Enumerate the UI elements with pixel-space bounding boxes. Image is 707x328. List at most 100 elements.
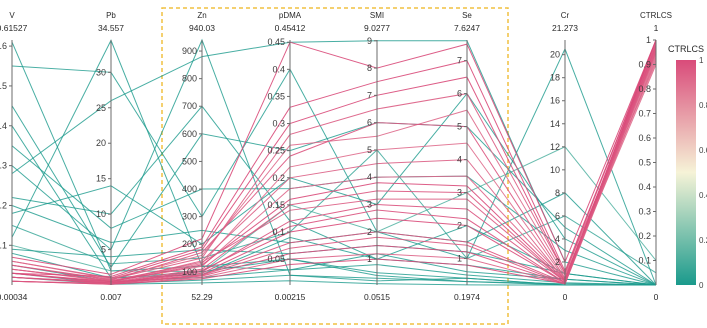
data-line [11, 39, 657, 279]
tick-label: 600 [182, 129, 197, 139]
tick-label: 0.1 [638, 256, 651, 266]
tick-label: 4 [555, 234, 560, 244]
axis-title: Se [462, 11, 472, 20]
tick-label: 0.3 [272, 119, 285, 129]
tick-label: 0.5 [638, 158, 651, 168]
tick-label: 0.35 [267, 91, 285, 101]
data-line [11, 39, 657, 278]
colorbar-title: CTRLCS [668, 44, 704, 54]
tick-label: 700 [182, 101, 197, 111]
tick-label: 0.7 [638, 109, 651, 119]
tick-label: 0.6 [0, 41, 7, 51]
tick-label: 9 [367, 36, 372, 46]
tick-label: 20 [550, 50, 560, 60]
axis-title: Pb [106, 11, 116, 20]
axis-min-label: 0 [654, 292, 659, 302]
tick-label: 6 [367, 118, 372, 128]
tick-label: 5 [101, 245, 106, 255]
tick-label: 0.1 [272, 227, 285, 237]
tick-label: 0.2 [638, 231, 651, 241]
data-line [11, 39, 657, 283]
tick-label: 0.4 [0, 121, 7, 131]
data-line [11, 39, 657, 275]
data-line [11, 105, 657, 286]
axis-max-label: 9.0277 [364, 23, 390, 33]
tick-label: 2 [555, 257, 560, 267]
axis-max-label: 0.45412 [275, 23, 306, 33]
tick-label: 7 [457, 56, 462, 66]
axis-max-label: 34.557 [98, 23, 124, 33]
tick-label: 0.1 [0, 240, 7, 250]
data-line [11, 39, 657, 285]
axis-title: Zn [197, 11, 206, 20]
tick-label: 12 [550, 142, 560, 152]
axis-pdma: pDMA 0.45412 0.00215 0.05 0.1 0.15 0.2 0.25 0.3 0… [267, 11, 305, 302]
data-line [11, 49, 657, 285]
data-lines [11, 38, 657, 286]
tick-label: 0.45 [267, 37, 285, 47]
tick-label: 500 [182, 156, 197, 166]
tick-label: 5 [367, 145, 372, 155]
tick-label: 0.4 [638, 182, 651, 192]
tick-label: 2 [367, 227, 372, 237]
axis-title: V [9, 11, 15, 20]
axis-min-label: 0.1974 [454, 292, 480, 302]
tick-label: 0.2 [0, 200, 7, 210]
colorbar [676, 60, 696, 285]
tick-label: 0.9 [638, 60, 651, 70]
axis-min-label: 0 [563, 292, 568, 302]
axis-max-label: 940.03 [189, 23, 215, 33]
tick-label: 4 [457, 155, 462, 165]
tick-label: 30 [96, 67, 106, 77]
tick-label: 18 [550, 73, 560, 83]
axis-smi: SMI 9.0277 0.0515 1 2 3 4 5 6 7 8 9 [364, 11, 390, 302]
axis-pb: Pb 34.557 0.007 5 10 15 20 25 30 [96, 11, 124, 302]
axis-title: SMI [370, 11, 384, 20]
tick-label: 6 [457, 89, 462, 99]
tick-label: 0.15 [267, 200, 285, 210]
tick-label: 8 [555, 188, 560, 198]
axis-min-label: 0.0515 [364, 292, 390, 302]
axis-max-label: 7.6247 [454, 23, 480, 33]
tick-label: 200 [182, 239, 197, 249]
axis-title: pDMA [279, 11, 302, 20]
tick-label: 0.3 [0, 161, 7, 171]
tick-label: 0.2 [272, 173, 285, 183]
axis-cr: Cr 21.273 0 2 4 6 8 10 12 14 16 18 20 [550, 11, 578, 302]
tick-label: 4 [367, 172, 372, 182]
tick-label: 0.5 [0, 81, 7, 91]
tick-label: 400 [182, 184, 197, 194]
tick-label: 14 [550, 119, 560, 129]
tick-label: 5 [457, 122, 462, 132]
axis-max-label: 21.273 [552, 23, 578, 33]
colorbar-tick-label: 0.2 [699, 236, 707, 245]
tick-label: 3 [367, 200, 372, 210]
tick-label: 8 [367, 63, 372, 73]
colorbar-tick-label: 1 [699, 56, 704, 65]
tick-label: 800 [182, 74, 197, 84]
tick-label: 3 [457, 188, 462, 198]
data-line [11, 52, 657, 283]
axis-se: Se 7.6247 0.1974 1 2 3 4 5 6 7 [454, 11, 480, 302]
tick-label: 25 [96, 103, 106, 113]
tick-label: 900 [182, 46, 197, 56]
colorbar-tick-label: 0.6 [699, 146, 707, 155]
tick-label: 1 [457, 254, 462, 264]
axis-min-label: 0.007 [100, 292, 122, 302]
data-line [11, 61, 657, 280]
tick-label: 300 [182, 212, 197, 222]
data-line [11, 47, 657, 281]
axis-title: CTRLCS [640, 11, 672, 20]
axis-max-label: 0.61527 [0, 23, 28, 33]
tick-label: 0.8 [638, 84, 651, 94]
colorbar-tick-label: 0 [699, 281, 704, 290]
axis-ctrlcs: CTRLCS 1 0 0.1 0.2 0.3 0.4 0.5 0.6 0.7 0.8 0.9 1 [638, 11, 672, 302]
data-line [11, 44, 657, 284]
tick-label: 10 [550, 165, 560, 175]
data-line [11, 49, 657, 283]
tick-label: 15 [96, 174, 106, 184]
axis-v: V 0.61527 0.00034 0.1 0.2 0.3 0.4 0.5 0.6 [0, 11, 28, 302]
axis-min-label: 52.29 [191, 292, 213, 302]
tick-label: 100 [182, 267, 197, 277]
